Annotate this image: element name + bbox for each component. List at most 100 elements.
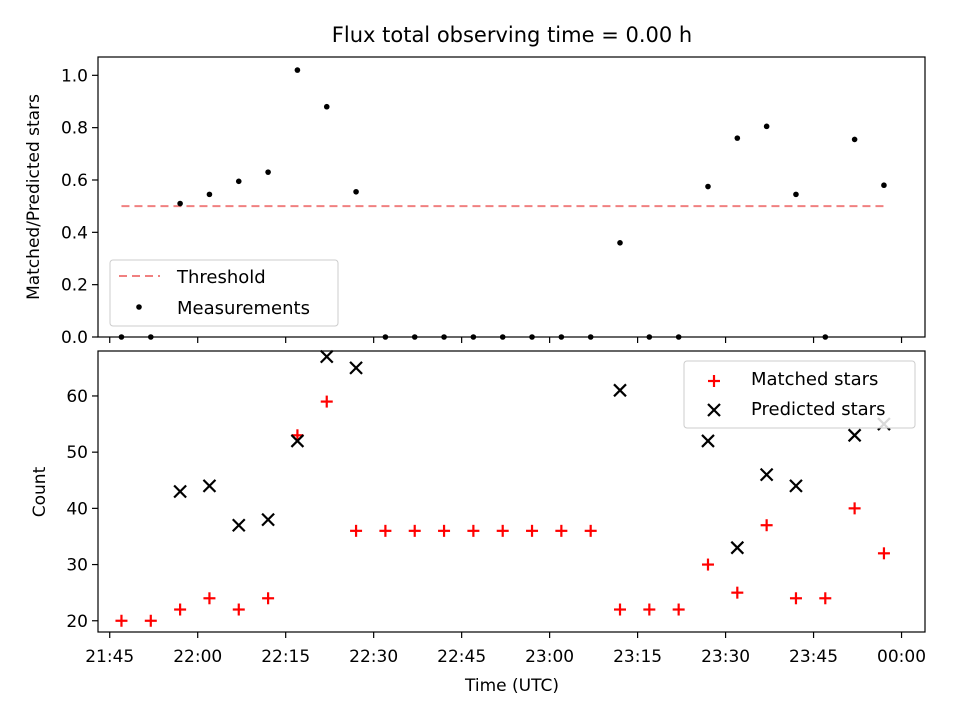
bottom-y-axis-label: Count [30, 466, 50, 517]
measurement-point [617, 239, 623, 246]
matched-star-point [467, 524, 480, 537]
legend-measurements-label: Measurements [177, 298, 310, 319]
matched-star-point [701, 558, 714, 571]
bottom-y-tick-label: 60 [66, 387, 88, 407]
predicted-star-point [730, 540, 745, 555]
top-y-tick-label: 0.2 [61, 276, 88, 296]
matched-star-point [526, 524, 539, 537]
matched-star-point [496, 524, 509, 537]
predicted-star-point [290, 434, 305, 448]
x-tick-label: 23:15 [613, 647, 662, 667]
top-data-layer [118, 67, 887, 340]
legend-matched-swatch [708, 375, 720, 387]
measurement-point [881, 182, 887, 189]
bottom-y-ticks: 20 30 40 50 60 [66, 387, 98, 632]
bottom-y-tick-label: 30 [66, 556, 88, 576]
measurement-point [851, 136, 858, 143]
bottom-axes-frame [97, 350, 926, 633]
predicted-star-point [349, 361, 363, 375]
top-axes-frame [97, 56, 926, 338]
x-tick-label: 22:45 [437, 647, 486, 667]
matched-star-point [262, 592, 275, 605]
matched-star-point [584, 524, 597, 537]
matched-star-point [115, 614, 128, 627]
bottom-data-layer [115, 349, 891, 627]
matched-star-point [291, 429, 304, 442]
top-y-tick-label: 0.8 [61, 119, 88, 139]
matched-star-point [789, 592, 802, 605]
matched-star-point [408, 524, 421, 537]
legend-predicted-swatch [707, 403, 721, 417]
x-tick-label: 23:45 [789, 647, 838, 667]
predicted-star-point [202, 479, 217, 493]
matched-star-point [350, 524, 363, 537]
measurement-point [323, 103, 330, 110]
legend-matched-label: Matched stars [751, 369, 878, 390]
bottom-y-tick-label: 20 [66, 612, 88, 632]
top-x-ticks [109, 337, 903, 343]
measurement-point [265, 169, 271, 175]
legend-measurements-swatch [136, 304, 142, 310]
matched-star-point [848, 502, 861, 515]
x-tick-label: 23:30 [701, 647, 750, 667]
matched-star-point [174, 603, 187, 616]
measurement-point [177, 200, 183, 207]
bottom-y-tick-label: 40 [66, 499, 88, 519]
x-tick-label: 22:30 [349, 647, 398, 667]
top-y-tick-label: 0.0 [61, 328, 88, 348]
bottom-x-ticks: 21:45 22:00 22:15 22:30 22:45 23:00 23:15 23:30… [85, 632, 926, 667]
top-y-tick-label: 0.6 [61, 171, 88, 191]
legend-threshold-label: Threshold [176, 267, 266, 288]
measurement-point [734, 135, 741, 141]
predicted-star-point [789, 479, 803, 493]
predicted-star-point [847, 428, 862, 443]
matched-star-point [232, 603, 245, 616]
x-tick-label: 21:45 [85, 647, 134, 667]
bottom-panel: 20 30 40 50 60 21:45 22:00 22:15 22:30 22:45 23:0… [30, 349, 926, 696]
predicted-star-point [231, 518, 246, 532]
predicted-star-point [613, 383, 627, 398]
predicted-star-point [701, 434, 715, 448]
legend-predicted-label: Predicted stars [751, 399, 885, 420]
matched-star-point [877, 547, 890, 560]
top-y-ticks: 0.0 0.2 0.4 0.6 0.8 1.0 [61, 66, 98, 348]
matched-star-point [144, 614, 157, 627]
top-y-tick-label: 1.0 [61, 66, 88, 86]
top-y-axis-label: Matched/Predicted stars [24, 94, 44, 300]
predicted-star-point [759, 467, 774, 482]
bottom-y-tick-label: 50 [66, 443, 88, 463]
x-tick-label: 22:15 [261, 647, 310, 667]
predicted-star-point [261, 512, 275, 527]
bottom-legend-box [683, 360, 916, 429]
chart-title: Flux total observing time = 0.00 h [332, 23, 692, 47]
matched-star-point [438, 524, 451, 537]
x-tick-label: 23:00 [525, 647, 574, 667]
x-axis-label: Time (UTC) [464, 676, 559, 696]
matched-star-point [672, 603, 685, 616]
measurement-point [705, 183, 711, 190]
matched-star-point [731, 586, 744, 599]
top-legend-box [109, 259, 339, 327]
matched-star-point [643, 603, 656, 616]
measurement-point [353, 188, 359, 195]
matched-star-point [760, 519, 773, 532]
matched-star-point [614, 603, 627, 616]
matched-star-point [203, 592, 216, 605]
measurement-point [793, 191, 799, 198]
measurement-point [763, 123, 770, 130]
matched-star-point [379, 524, 392, 537]
top-y-tick-label: 0.4 [61, 223, 88, 243]
x-tick-label: 22:00 [173, 647, 222, 667]
matched-star-point [819, 592, 832, 605]
measurement-point [294, 67, 301, 73]
matched-star-point [555, 524, 568, 537]
predicted-star-point [173, 484, 187, 499]
measurement-point [235, 178, 242, 185]
matched-star-point [320, 395, 333, 408]
x-tick-label: 00:00 [877, 647, 926, 667]
measurement-point [206, 191, 213, 198]
predicted-star-point [319, 349, 334, 364]
top-panel: 0.0 0.2 0.4 0.6 0.8 1.0 Matched/Predicted sta… [24, 56, 926, 348]
